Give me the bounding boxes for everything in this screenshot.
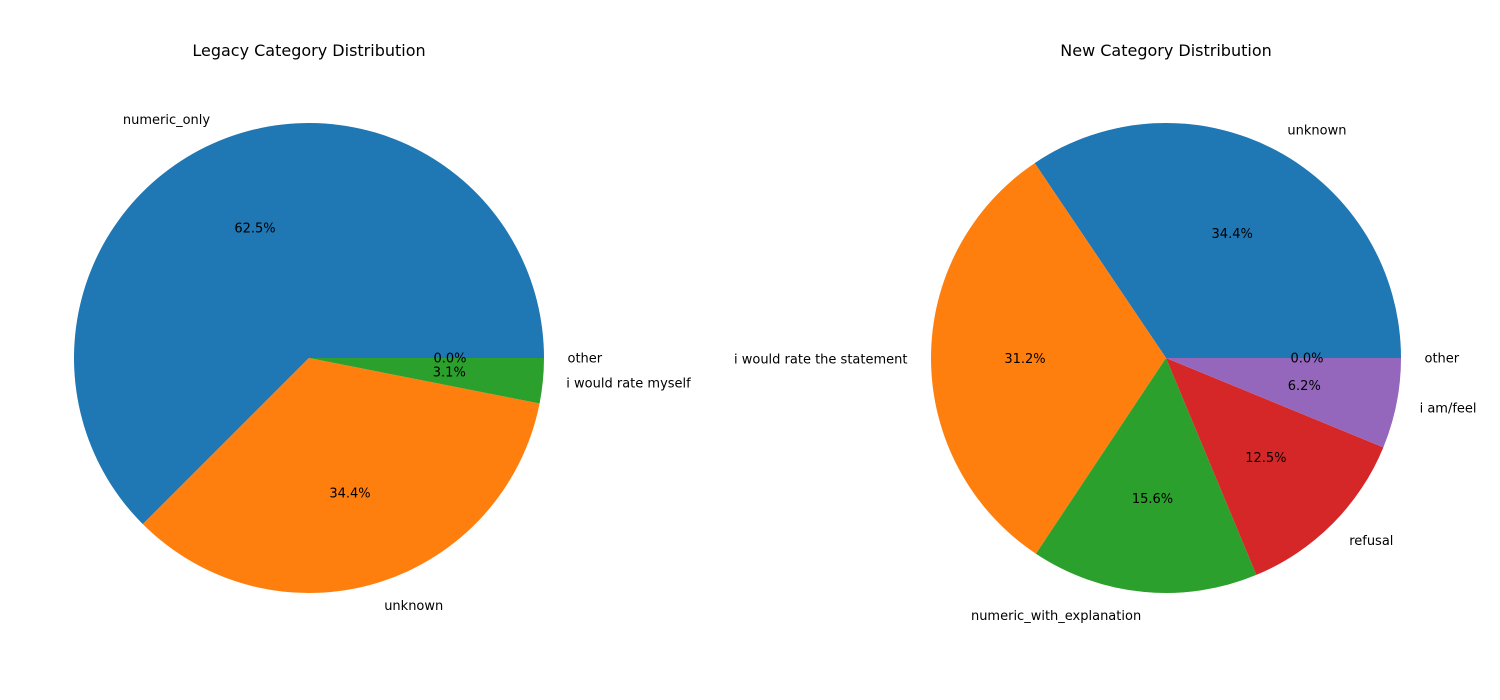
new-label-i-am-feel-4: i am/feel [1420, 402, 1477, 417]
new-pct-unknown-0: 34.4% [1212, 227, 1253, 242]
legacy-slice-i-would-rate-myself-2 [309, 358, 545, 404]
new-label-refusal-3: refusal [1349, 534, 1393, 549]
legacy-pct-unknown-1: 34.4% [329, 486, 370, 501]
legacy-pie-chart: Legacy Category Distribution numeric_onl… [73, 41, 691, 614]
legacy-slice-unknown-1 [142, 358, 540, 594]
legacy-pct-numeric-only-0: 62.5% [234, 221, 275, 236]
new-slice-refusal-3 [1166, 358, 1384, 575]
new-label-other-5: other [1425, 352, 1460, 367]
legacy-pct-i-would-rate-myself-2: 3.1% [433, 365, 466, 380]
legacy-label-i-would-rate-myself-2: i would rate myself [566, 377, 691, 392]
new-pct-other-5: 0.0% [1290, 352, 1323, 367]
legacy-pie-slices [73, 122, 545, 594]
legacy-pie-labels: numeric_only 62.5% unknown 34.4% i would rat… [123, 113, 691, 614]
new-label-i-would-rate-the-statement-1: i would rate the statement [734, 352, 908, 367]
new-pie-labels: unknown 34.4% i would rate the statement 31… [734, 123, 1477, 623]
new-slice-numeric-with-explanation-2 [1035, 358, 1257, 593]
new-pct-numeric-with-explanation-2: 15.6% [1132, 492, 1173, 507]
new-label-unknown-0: unknown [1287, 123, 1346, 138]
new-pct-i-am-feel-4: 6.2% [1288, 379, 1321, 394]
new-pct-i-would-rate-the-statement-1: 31.2% [1004, 352, 1045, 367]
new-label-numeric-with-explanation-2: numeric_with_explanation [971, 609, 1141, 624]
new-pct-refusal-3: 12.5% [1245, 451, 1286, 466]
chart-title-legacy: Legacy Category Distribution [192, 41, 425, 60]
chart-title-new: New Category Distribution [1060, 41, 1272, 60]
legacy-label-other-3: other [568, 352, 603, 367]
new-slice-i-am-feel-4 [1166, 358, 1401, 448]
legacy-pct-other-3: 0.0% [433, 352, 466, 367]
legacy-label-unknown-1: unknown [384, 599, 443, 614]
new-slice-i-would-rate-the-statement-1 [930, 163, 1166, 554]
legacy-slice-numeric-only-0 [73, 122, 545, 525]
new-pie-slices [930, 122, 1401, 593]
new-slice-unknown-0 [1034, 122, 1401, 358]
legacy-label-numeric-only-0: numeric_only [123, 113, 211, 128]
new-pie-chart: New Category Distribution unknown 34.4% i … [734, 41, 1477, 624]
